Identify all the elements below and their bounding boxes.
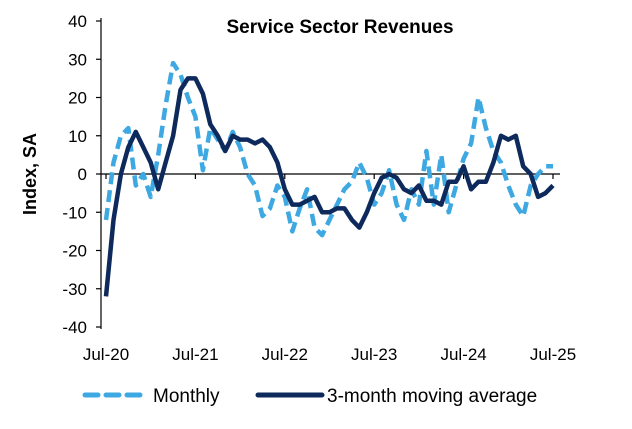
y-tick-label: 40 xyxy=(68,12,87,31)
x-tick-label: Jul-22 xyxy=(262,345,308,364)
legend-label-monthly: Monthly xyxy=(153,386,220,407)
axes: 40 30 20 10 0 -10 -20 -30 -40 Jul-20 Jul-21 Jul-22 J… xyxy=(62,12,576,364)
x-tick-label: Jul-20 xyxy=(83,345,129,364)
series-lines xyxy=(103,60,555,297)
y-tick-label: -30 xyxy=(62,280,87,299)
y-tick-label: 10 xyxy=(68,127,87,146)
x-tick-label: Jul-21 xyxy=(172,345,218,364)
legend-label-moving-average: 3-month moving average xyxy=(327,386,537,407)
y-tick-label: -20 xyxy=(62,242,87,261)
y-axis-label: Index, SA xyxy=(20,133,40,215)
x-tick-label: Jul-23 xyxy=(351,345,397,364)
x-tick-label: Jul-25 xyxy=(530,345,576,364)
y-tick-label: 20 xyxy=(68,89,87,108)
y-tick-label: 0 xyxy=(78,165,87,184)
series-line-moving-average xyxy=(103,76,555,297)
y-tick-label: 30 xyxy=(68,50,87,69)
x-tick-label: Jul-24 xyxy=(440,345,486,364)
chart-title: Service Sector Revenues xyxy=(226,17,453,38)
y-tick-label: -40 xyxy=(62,318,87,337)
series-line-monthly xyxy=(103,60,553,238)
y-tick-label: -10 xyxy=(62,203,87,222)
legend: Monthly 3-month moving average xyxy=(82,386,537,407)
